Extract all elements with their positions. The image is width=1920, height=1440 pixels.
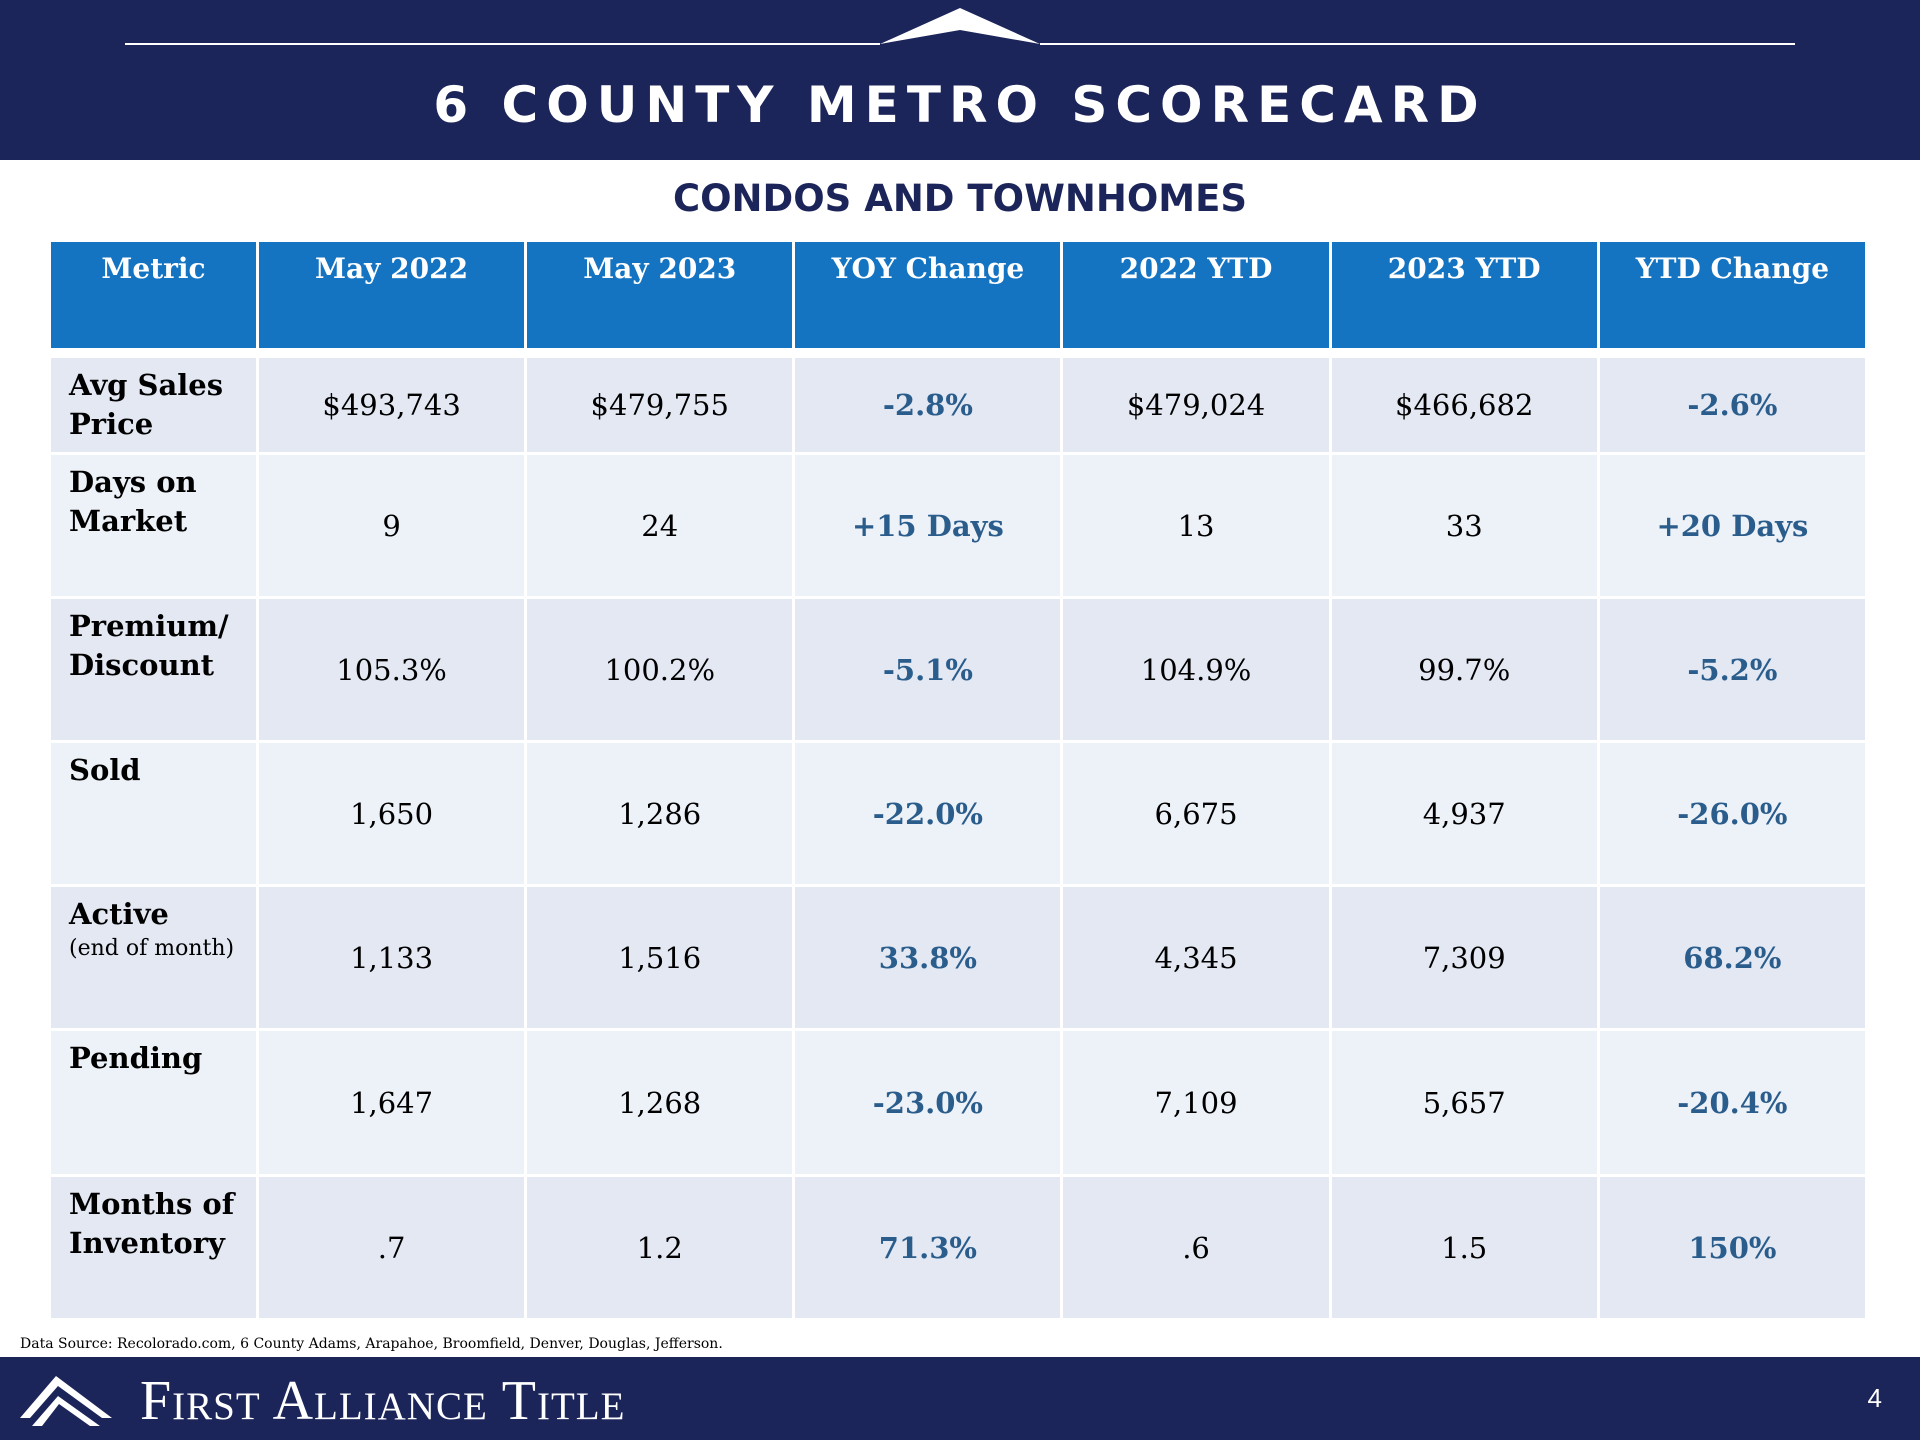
change-cell: -2.6% (1599, 358, 1865, 455)
table-cell: .7 (259, 1177, 525, 1321)
table-cell: 7,309 (1331, 887, 1597, 1031)
metric-label: Premium/ Discount (51, 599, 256, 743)
table-cell: 4,937 (1331, 743, 1597, 887)
page-title: 6 COUNTY METRO SCORECARD (433, 76, 1487, 134)
column-header: 2023 YTD (1331, 242, 1597, 358)
change-cell: 71.3% (795, 1177, 1061, 1321)
metric-name: Sold (69, 753, 141, 787)
table-cell: 33 (1331, 455, 1597, 599)
page-number: 4 (1867, 1383, 1882, 1413)
table-cell: 1.5 (1331, 1177, 1597, 1321)
table-cell: 9 (259, 455, 525, 599)
table-cell: 99.7% (1331, 599, 1597, 743)
table-cell: 1,650 (259, 743, 525, 887)
metric-sublabel: (end of month) (69, 936, 235, 961)
metric-name: Days on Market (69, 465, 197, 538)
change-cell: -23.0% (795, 1031, 1061, 1177)
metric-label: Active (end of month) (51, 887, 256, 1031)
table-row: Active (end of month) 1,133 1,516 33.8% 4… (51, 887, 1865, 1031)
table-cell: 1,647 (259, 1031, 525, 1177)
table-cell: $479,755 (527, 358, 793, 455)
scorecard-table: Metric May 2022 May 2023 YOY Change 2022… (48, 242, 1868, 1321)
metric-name: Active (69, 897, 169, 931)
table-cell: 24 (527, 455, 793, 599)
table-row: Days on Market 9 24 +15 Days 13 33 +20 D… (51, 455, 1865, 599)
table-row: Sold 1,650 1,286 -22.0% 6,675 4,937 -26.… (51, 743, 1865, 887)
table-cell: 4,345 (1063, 887, 1329, 1031)
table-cell: 6,675 (1063, 743, 1329, 887)
metric-label: Pending (51, 1031, 256, 1177)
change-cell: -2.8% (795, 358, 1061, 455)
table-row: Avg Sales Price $493,743 $479,755 -2.8% … (51, 358, 1865, 455)
metric-label: Months of Inventory (51, 1177, 256, 1321)
table-cell: 7,109 (1063, 1031, 1329, 1177)
table-row: Premium/ Discount 105.3% 100.2% -5.1% 10… (51, 599, 1865, 743)
table-cell: 105.3% (259, 599, 525, 743)
roof-line-decoration (125, 8, 1795, 45)
roof-logo-icon (20, 1376, 112, 1426)
table-cell: 1,286 (527, 743, 793, 887)
change-cell: -20.4% (1599, 1031, 1865, 1177)
table-cell: $479,024 (1063, 358, 1329, 455)
change-cell: 68.2% (1599, 887, 1865, 1031)
table-row: Months of Inventory .7 1.2 71.3% .6 1.5 … (51, 1177, 1865, 1321)
change-cell: -26.0% (1599, 743, 1865, 887)
change-cell: 150% (1599, 1177, 1865, 1321)
change-cell: +15 Days (795, 455, 1061, 599)
data-source-note: Data Source: Recolorado.com, 6 County Ad… (20, 1336, 723, 1352)
metric-label: Avg Sales Price (51, 358, 256, 455)
column-header: 2022 YTD (1063, 242, 1329, 358)
table-cell: 5,657 (1331, 1031, 1597, 1177)
column-header: YTD Change (1599, 242, 1865, 358)
page-subtitle: CONDOS AND TOWNHOMES (672, 177, 1248, 220)
metric-label: Days on Market (51, 455, 256, 599)
table-cell: 1,516 (527, 887, 793, 1031)
metric-label: Sold (51, 743, 256, 887)
table-header-row: Metric May 2022 May 2023 YOY Change 2022… (51, 242, 1865, 358)
table-row: Pending 1,647 1,268 -23.0% 7,109 5,657 -… (51, 1031, 1865, 1177)
metric-name: Avg Sales Price (69, 368, 224, 441)
change-cell: -22.0% (795, 743, 1061, 887)
table-cell: 1,268 (527, 1031, 793, 1177)
table-cell: 1,133 (259, 887, 525, 1031)
column-header: YOY Change (795, 242, 1061, 358)
metric-name: Pending (69, 1041, 203, 1075)
table-cell: 1.2 (527, 1177, 793, 1321)
table-cell: 13 (1063, 455, 1329, 599)
change-cell: -5.2% (1599, 599, 1865, 743)
change-cell: 33.8% (795, 887, 1061, 1031)
table-cell: .6 (1063, 1177, 1329, 1321)
table-cell: 100.2% (527, 599, 793, 743)
change-cell: -5.1% (795, 599, 1061, 743)
metric-name: Premium/ Discount (69, 609, 229, 682)
table-cell: 104.9% (1063, 599, 1329, 743)
brand-name: First Alliance Title (140, 1370, 626, 1432)
footer-banner (0, 1357, 1920, 1440)
column-header: May 2023 (527, 242, 793, 358)
metric-name: Months of Inventory (69, 1187, 235, 1260)
table-cell: $466,682 (1331, 358, 1597, 455)
column-header: May 2022 (259, 242, 525, 358)
table-cell: $493,743 (259, 358, 525, 455)
change-cell: +20 Days (1599, 455, 1865, 599)
column-header: Metric (51, 242, 256, 358)
